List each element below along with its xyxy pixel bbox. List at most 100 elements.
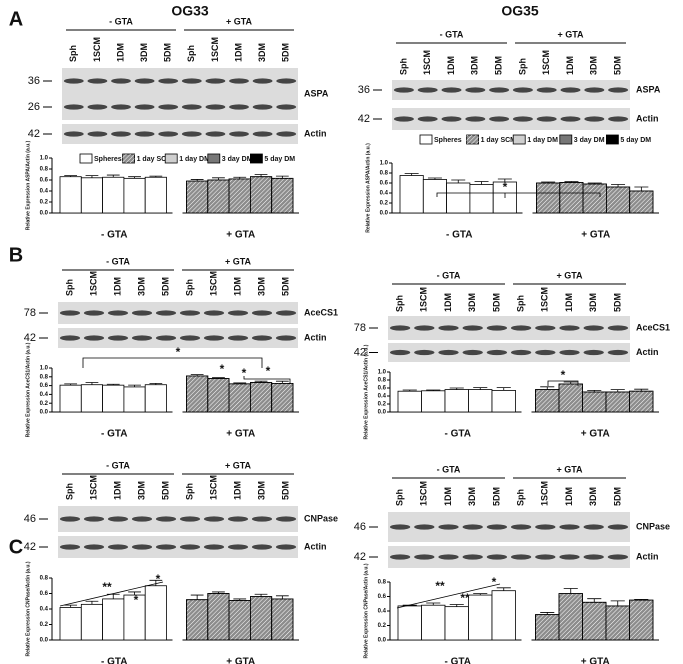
band [229,78,249,84]
y-tick-label: 0.4 [378,394,387,400]
band [438,325,459,331]
blot-strip [388,343,630,362]
bar-hatch [228,178,251,214]
band [414,554,435,560]
band [134,131,155,137]
lane-label: 3DM [467,293,477,312]
error-bar [212,177,225,180]
bar-hatch [249,382,273,413]
band [559,554,580,560]
legend-label: 5 day DM [620,137,651,144]
bar [59,384,82,413]
y-tick-label: 0.6 [40,591,49,597]
band [536,116,557,122]
error-bar [610,389,625,392]
lane-label: 5DM [491,293,501,312]
legend-label: 1 day DM [179,156,210,163]
blot-strip [392,80,630,100]
protein-label: CNPase [636,521,670,531]
error-bar [402,389,417,392]
error-bar [540,612,555,615]
y-tick-label: 1.0 [40,156,49,162]
blot-group-label: + GTA [556,464,583,474]
kda-marker: 46 [24,513,36,525]
bar-hatch [535,614,560,641]
y-tick-label: 0.4 [378,609,387,615]
band [276,131,297,137]
protein-label: AceCS1 [636,322,670,332]
lane-label: 5DM [612,487,622,506]
bar [399,175,424,214]
band [535,554,556,560]
y-tick-label: 1.0 [378,370,387,376]
blot-strip [392,108,630,130]
band [181,131,202,137]
band [111,131,131,137]
band [465,116,486,122]
error-bar [497,178,512,182]
bar-hatch [249,596,273,641]
bar [102,598,125,641]
band [276,104,297,110]
y-tick-label: 0.2 [380,201,389,207]
lane-label: 1SCM [540,287,550,312]
legend-label: 1 day DM [527,137,558,144]
significance-mark: ** [460,591,470,605]
error-bar [233,176,247,179]
x-category-label: - GTA [446,230,472,241]
band [181,104,202,110]
band [251,516,273,522]
error-bar [404,173,419,176]
band [131,544,153,550]
error-bar [212,377,225,379]
error-bar [496,587,511,591]
significance-bracket [82,357,263,368]
band [414,524,435,530]
band [155,335,177,341]
protein-label: Actin [636,113,659,123]
band [229,104,249,110]
bar-hatch [207,593,230,641]
blot-group-label: + GTA [557,29,584,39]
error-bar [85,382,99,385]
error-bar [473,593,488,596]
error-bar [634,186,649,191]
band [584,87,605,93]
band [205,78,226,84]
y-axis-title: Relative Expression CNPase/Actin (a.u.) [25,561,31,656]
lane-label: 5DM [163,43,173,62]
kda-marker: 42 [354,551,366,563]
lane-label: 5DM [280,277,290,296]
error-bar [587,390,602,392]
band [59,335,81,341]
blot-strip [58,536,298,558]
x-category-label: + GTA [226,429,255,440]
error-bar [106,174,120,178]
legend-label: 1 day SCM [481,137,517,144]
band [155,310,177,316]
error-bar [426,602,441,606]
error-bar [451,179,466,183]
band [203,335,225,341]
bar [80,384,104,413]
bar-hatch [228,383,251,413]
band [510,554,532,560]
error-bar [190,594,204,600]
x-category-label: - GTA [101,657,127,664]
bar-hatch [558,383,583,413]
bar [421,604,446,641]
lane-label: 1DM [446,56,456,75]
band [107,516,129,522]
significance-bracket [243,376,291,384]
significance-mark: * [242,366,247,380]
y-tick-label: 0.8 [40,167,49,173]
bar-hatch [606,186,631,214]
error-bar [64,175,78,177]
lane-label: 1SCM [422,50,432,75]
band [83,516,105,522]
error-bar [611,184,626,187]
protein-label: ASPA [304,88,329,98]
band [203,516,225,522]
band [607,325,629,331]
blot-strip [62,68,298,120]
